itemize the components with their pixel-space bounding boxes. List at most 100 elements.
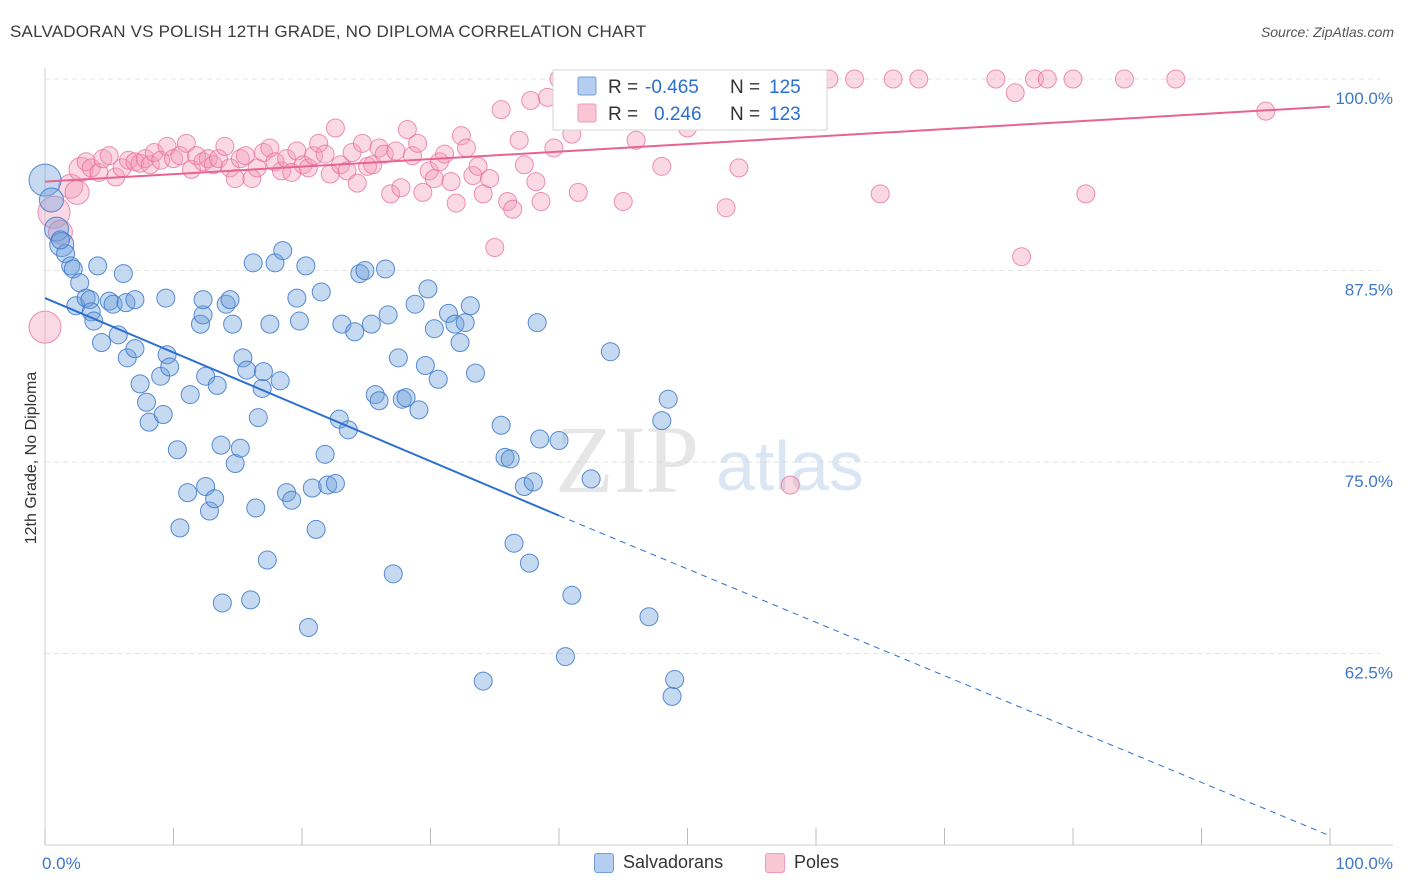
poles-point [144,143,164,163]
poles-point [381,184,401,204]
salvadorans-point [257,550,277,570]
bottom-legend-label-salvadorans: Salvadorans [623,852,724,872]
legend-n-value-poles: 123 [769,104,801,125]
poles-point [413,182,433,202]
salvadorans-point [88,256,108,276]
poles-point [337,161,357,181]
poles-point [480,169,500,189]
bottom-legend: Salvadorans Poles [0,852,1406,876]
salvadorans-point [639,607,659,627]
salvadorans-point [581,469,601,489]
salvadorans-point [350,264,370,284]
salvadorans-point [473,671,493,691]
salvadorans-point [160,357,180,377]
bottom-legend-item-salvadorans: Salvadorans [594,852,723,873]
salvadorans-point [287,288,307,308]
poles-point [491,100,511,120]
salvadorans-point [396,388,416,408]
salvadorans-point [243,253,263,273]
salvadorans-point [428,369,448,389]
poles-point [76,152,96,172]
salvadorans-point [438,303,458,323]
poles-point [441,172,461,192]
salvadorans-point [252,378,272,398]
poles-point [347,173,367,193]
salvadorans-point [170,518,190,538]
poles-point [485,238,505,258]
poles-point [119,150,139,170]
poles-point [729,158,749,178]
bottom-legend-swatch-salvadorans [594,852,614,873]
salvadorans-trend-line [44,297,560,517]
y-tick-label: 100.0% [1335,89,1393,108]
bottom-legend-swatch-poles [765,852,785,873]
poles-point [446,193,466,213]
salvadorans-point [212,593,232,613]
poles-point [521,90,541,110]
salvadorans-point [388,348,408,368]
poles-point [1037,69,1057,89]
poles-point [170,146,190,166]
salvadorans-point [405,294,425,314]
salvadorans-point [527,313,547,333]
salvadorans-point [246,498,266,518]
salvadorans-point [289,311,309,331]
salvadorans-trend-extension [558,515,1331,837]
salvadorans-point [465,363,485,383]
salvadorans-point [306,519,326,539]
salvadorans-point [265,253,285,273]
salvadorans-point [658,389,678,409]
poles-point [1012,247,1032,267]
salvadorans-point [665,670,685,690]
poles-trend-line [44,105,1331,183]
salvadorans-point [296,256,316,276]
poles-point [215,136,235,156]
poles-point [526,172,546,192]
poles-point [230,149,250,169]
x-tick-label: 0.0% [42,854,81,873]
poles-point [531,192,551,212]
legend-r-label-salvadorans: R = [608,77,638,98]
trend-lines [44,105,1331,837]
salvadorans-point [44,216,70,242]
poles-point [176,133,196,153]
poles-point [1076,184,1096,204]
salvadorans-point [241,590,261,610]
poles-point [325,118,345,138]
legend-n-value-salvadorans: 125 [769,77,801,98]
poles-point [140,155,160,175]
salvadorans-point [369,391,389,411]
salvadorans-point [211,435,231,455]
salvadorans-point [193,290,213,310]
poles-point [716,198,736,218]
poles-point [369,138,389,158]
salvadorans-point [514,477,534,497]
salvadorans-point [460,296,480,316]
salvadorans-point [225,454,245,474]
salvadorans-point [80,290,100,310]
salvadorans-point [205,489,225,509]
poles-point [408,133,428,153]
salvadorans-point [233,348,253,368]
poles-point [509,130,529,150]
poles-point [397,120,417,140]
salvadorans-point [113,264,133,284]
bottom-legend-label-poles: Poles [794,852,840,872]
salvadorans-point [180,385,200,405]
poles-point [568,182,588,202]
poles-point [309,133,329,153]
poles-point [503,199,523,219]
salvadorans-point [196,366,216,386]
salvadorans-point [230,438,250,458]
salvadorans-point [600,342,620,362]
salvadorans-point [92,333,112,353]
poles-point [626,130,646,150]
poles-point [1166,69,1186,89]
legend-r-value-salvadorans: -0.465 [645,77,699,98]
poles-point [193,152,213,172]
salvadorans-point [220,290,240,310]
poles-point [780,475,800,495]
y-tick-label: 87.5% [1345,281,1393,300]
salvadorans-point [409,400,429,420]
